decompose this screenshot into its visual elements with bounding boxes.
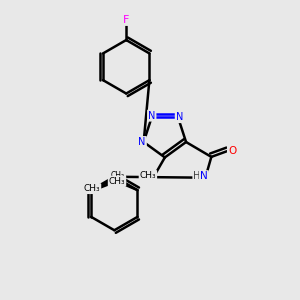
Text: N: N — [176, 112, 183, 122]
Text: CH₃: CH₃ — [140, 171, 156, 180]
Text: N: N — [139, 137, 146, 147]
Text: CH₃: CH₃ — [84, 184, 100, 193]
Text: N: N — [200, 171, 208, 181]
Text: N: N — [148, 111, 155, 121]
Text: O: O — [228, 146, 236, 156]
Text: CH₃: CH₃ — [109, 177, 125, 186]
Text: H: H — [194, 171, 201, 181]
Text: CH₂: CH₂ — [111, 171, 125, 180]
Text: F: F — [123, 15, 129, 25]
